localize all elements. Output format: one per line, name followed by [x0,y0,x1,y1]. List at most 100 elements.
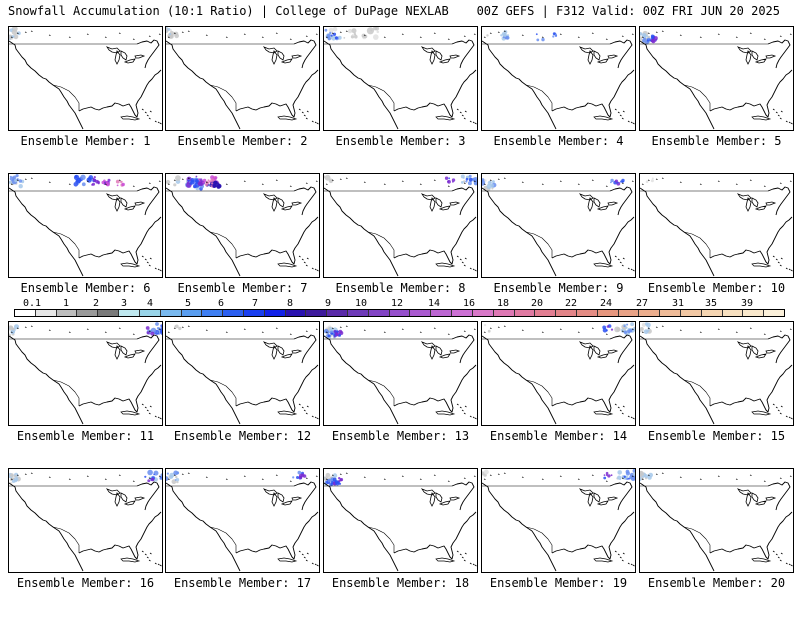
panel-map [481,26,636,131]
snowfall-shading [151,478,155,482]
ensemble-panel[interactable]: Ensemble Member: 1 [8,26,163,178]
panel-map [481,173,636,278]
lake-mark [87,34,89,35]
snowfall-shading [202,182,204,184]
island-mark [781,258,783,259]
snowfall-shading [646,323,651,328]
snowfall-shading [624,325,626,327]
ensemble-member-label: Ensemble Member: 1 [8,134,163,148]
lake-mark [606,39,608,40]
snowfall-shading [639,32,642,36]
island-mark [470,268,472,269]
lake-mark [448,334,450,335]
northeast-coastline [610,482,632,510]
lake-mark [700,332,702,333]
lake-mark [632,34,634,35]
lake-mark [464,331,466,332]
lake-mark [174,180,176,181]
snowfall-shading [92,183,95,186]
snowfall-shading [652,178,654,180]
west-coastline [482,188,556,276]
ensemble-panel[interactable]: Ensemble Member: 13 [323,321,478,473]
island-mark [473,564,475,565]
island-mark [460,407,462,408]
ensemble-panel[interactable]: Ensemble Member: 4 [481,26,636,178]
island-mark [155,416,157,417]
lake-mark [750,180,752,181]
lake-mark [326,184,328,185]
island-mark [312,416,314,417]
snowfall-shading [338,330,342,334]
ensemble-panel[interactable]: Ensemble Member: 14 [481,321,636,473]
colorbar-tick-label: 6 [218,298,224,309]
island-mark [622,118,624,119]
northeast-coastline [610,40,632,68]
lake-mark [662,326,664,327]
great-lakes [264,47,301,64]
ensemble-panel[interactable]: Ensemble Member: 18 [323,468,478,620]
snowfall-shading [9,326,13,330]
ensemble-panel[interactable]: Ensemble Member: 12 [165,321,320,473]
ensemble-panel[interactable]: Ensemble Member: 17 [165,468,320,620]
great-lakes [738,194,775,211]
snowfall-shading [626,478,628,480]
lake-mark [149,183,151,184]
ensemble-panel[interactable]: Ensemble Member: 16 [8,468,163,620]
colorbar-swatch [702,310,723,316]
west-coastline [640,41,714,129]
snowfall-shading [654,36,658,40]
snowfall-shading [331,35,333,37]
lake-mark [780,36,782,37]
island-mark [475,418,477,419]
colorbar-tick-label: 10 [355,298,367,309]
northeast-coastline [610,187,632,215]
gulf-east-coastline [79,70,161,117]
island-mark [778,115,780,116]
snowfall-shading [504,30,508,34]
snowfall-shading [367,27,374,34]
ensemble-panel[interactable]: Ensemble Member: 20 [639,468,794,620]
lake-mark [790,476,792,477]
colorbar-swatch [265,310,286,316]
island-mark [145,259,147,260]
colorbar-swatch [77,310,98,316]
snowfall-shading [174,32,178,36]
snowfall-shading [493,181,495,183]
snowfall-shading [175,479,177,481]
ensemble-panel[interactable]: Ensemble Member: 19 [481,468,636,620]
island-mark [158,269,160,270]
colorbar-swatch [619,310,640,316]
lake-mark [750,475,752,476]
island-mark [464,118,466,119]
northeast-coastline [137,187,159,215]
colorbar-swatch [473,310,494,316]
ensemble-panel[interactable]: Ensemble Member: 5 [639,26,794,178]
ensemble-panel[interactable]: Ensemble Member: 3 [323,26,478,178]
border-us-mexico [210,232,236,258]
colorbar-tick-label: 3 [121,298,127,309]
ensemble-panel[interactable]: Ensemble Member: 15 [639,321,794,473]
colorbar-scale [14,309,785,317]
lake-mark [542,332,544,333]
snowfall-shading [327,34,331,38]
island-mark [791,270,793,271]
lake-mark [498,327,500,328]
island-mark [623,111,625,112]
lake-mark [11,332,13,333]
island-mark [473,122,475,123]
lake-mark [560,329,562,330]
island-mark [633,123,635,124]
island-mark [781,406,783,407]
lake-mark [790,181,792,182]
snowfall-shading [89,175,94,180]
island-mark [158,417,160,418]
colorbar-swatch [15,310,36,316]
lake-mark [522,182,524,183]
ensemble-panel[interactable]: Ensemble Member: 11 [8,321,163,473]
lake-mark [384,184,386,185]
great-lakes [738,342,775,359]
ensemble-panel[interactable]: Ensemble Member: 2 [165,26,320,178]
lake-mark [504,178,506,179]
island-mark [150,406,152,407]
